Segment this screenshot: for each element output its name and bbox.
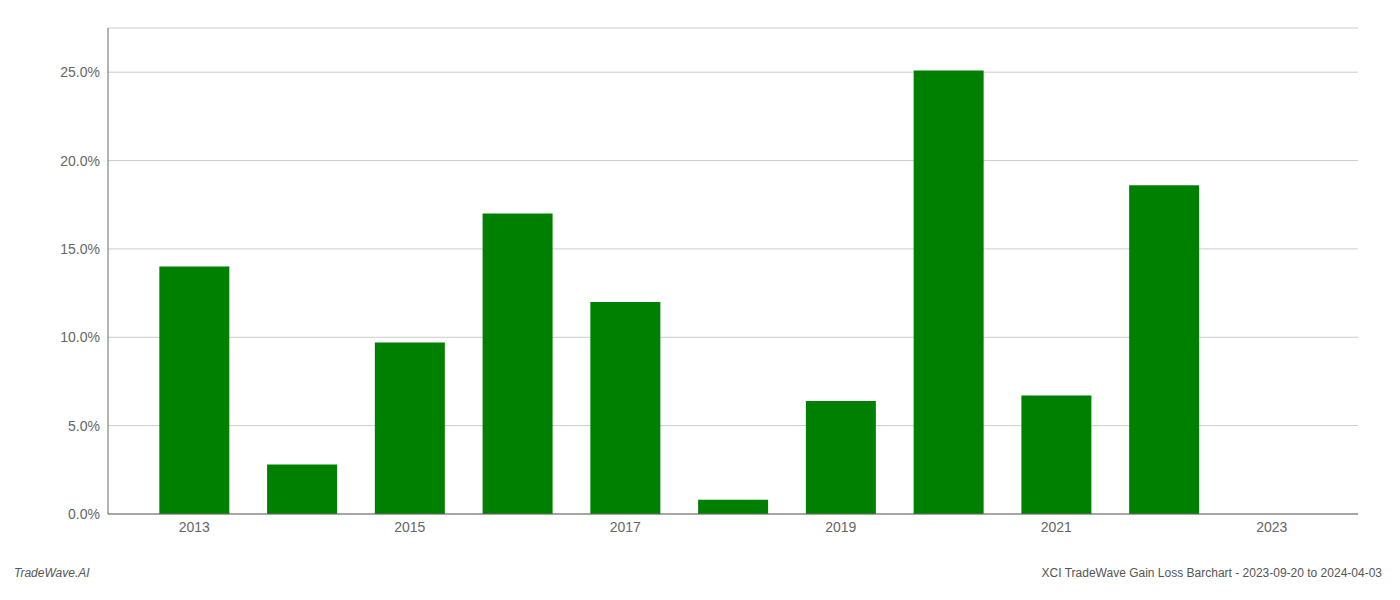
html-text:TradeWave.AI: TradeWave.AI	[14, 566, 90, 580]
svg-text:2013: 2013	[179, 519, 210, 535]
svg-text:10.0%: 10.0%	[60, 329, 100, 345]
svg-text:15.0%: 15.0%	[60, 241, 100, 257]
svg-text:2021: 2021	[1041, 519, 1072, 535]
svg-text:20.0%: 20.0%	[60, 153, 100, 169]
svg-text:5.0%: 5.0%	[68, 418, 100, 434]
svg-text:2019: 2019	[825, 519, 856, 535]
svg-text:2023: 2023	[1256, 519, 1287, 535]
html-text:XCI TradeWave Gain Loss Barcha: XCI TradeWave Gain Loss Barchart - 2023-…	[1041, 566, 1382, 580]
svg-text:0.0%: 0.0%	[68, 506, 100, 522]
svg-text:25.0%: 25.0%	[60, 64, 100, 80]
svg-text:2015: 2015	[394, 519, 425, 535]
svg-text:2017: 2017	[610, 519, 641, 535]
